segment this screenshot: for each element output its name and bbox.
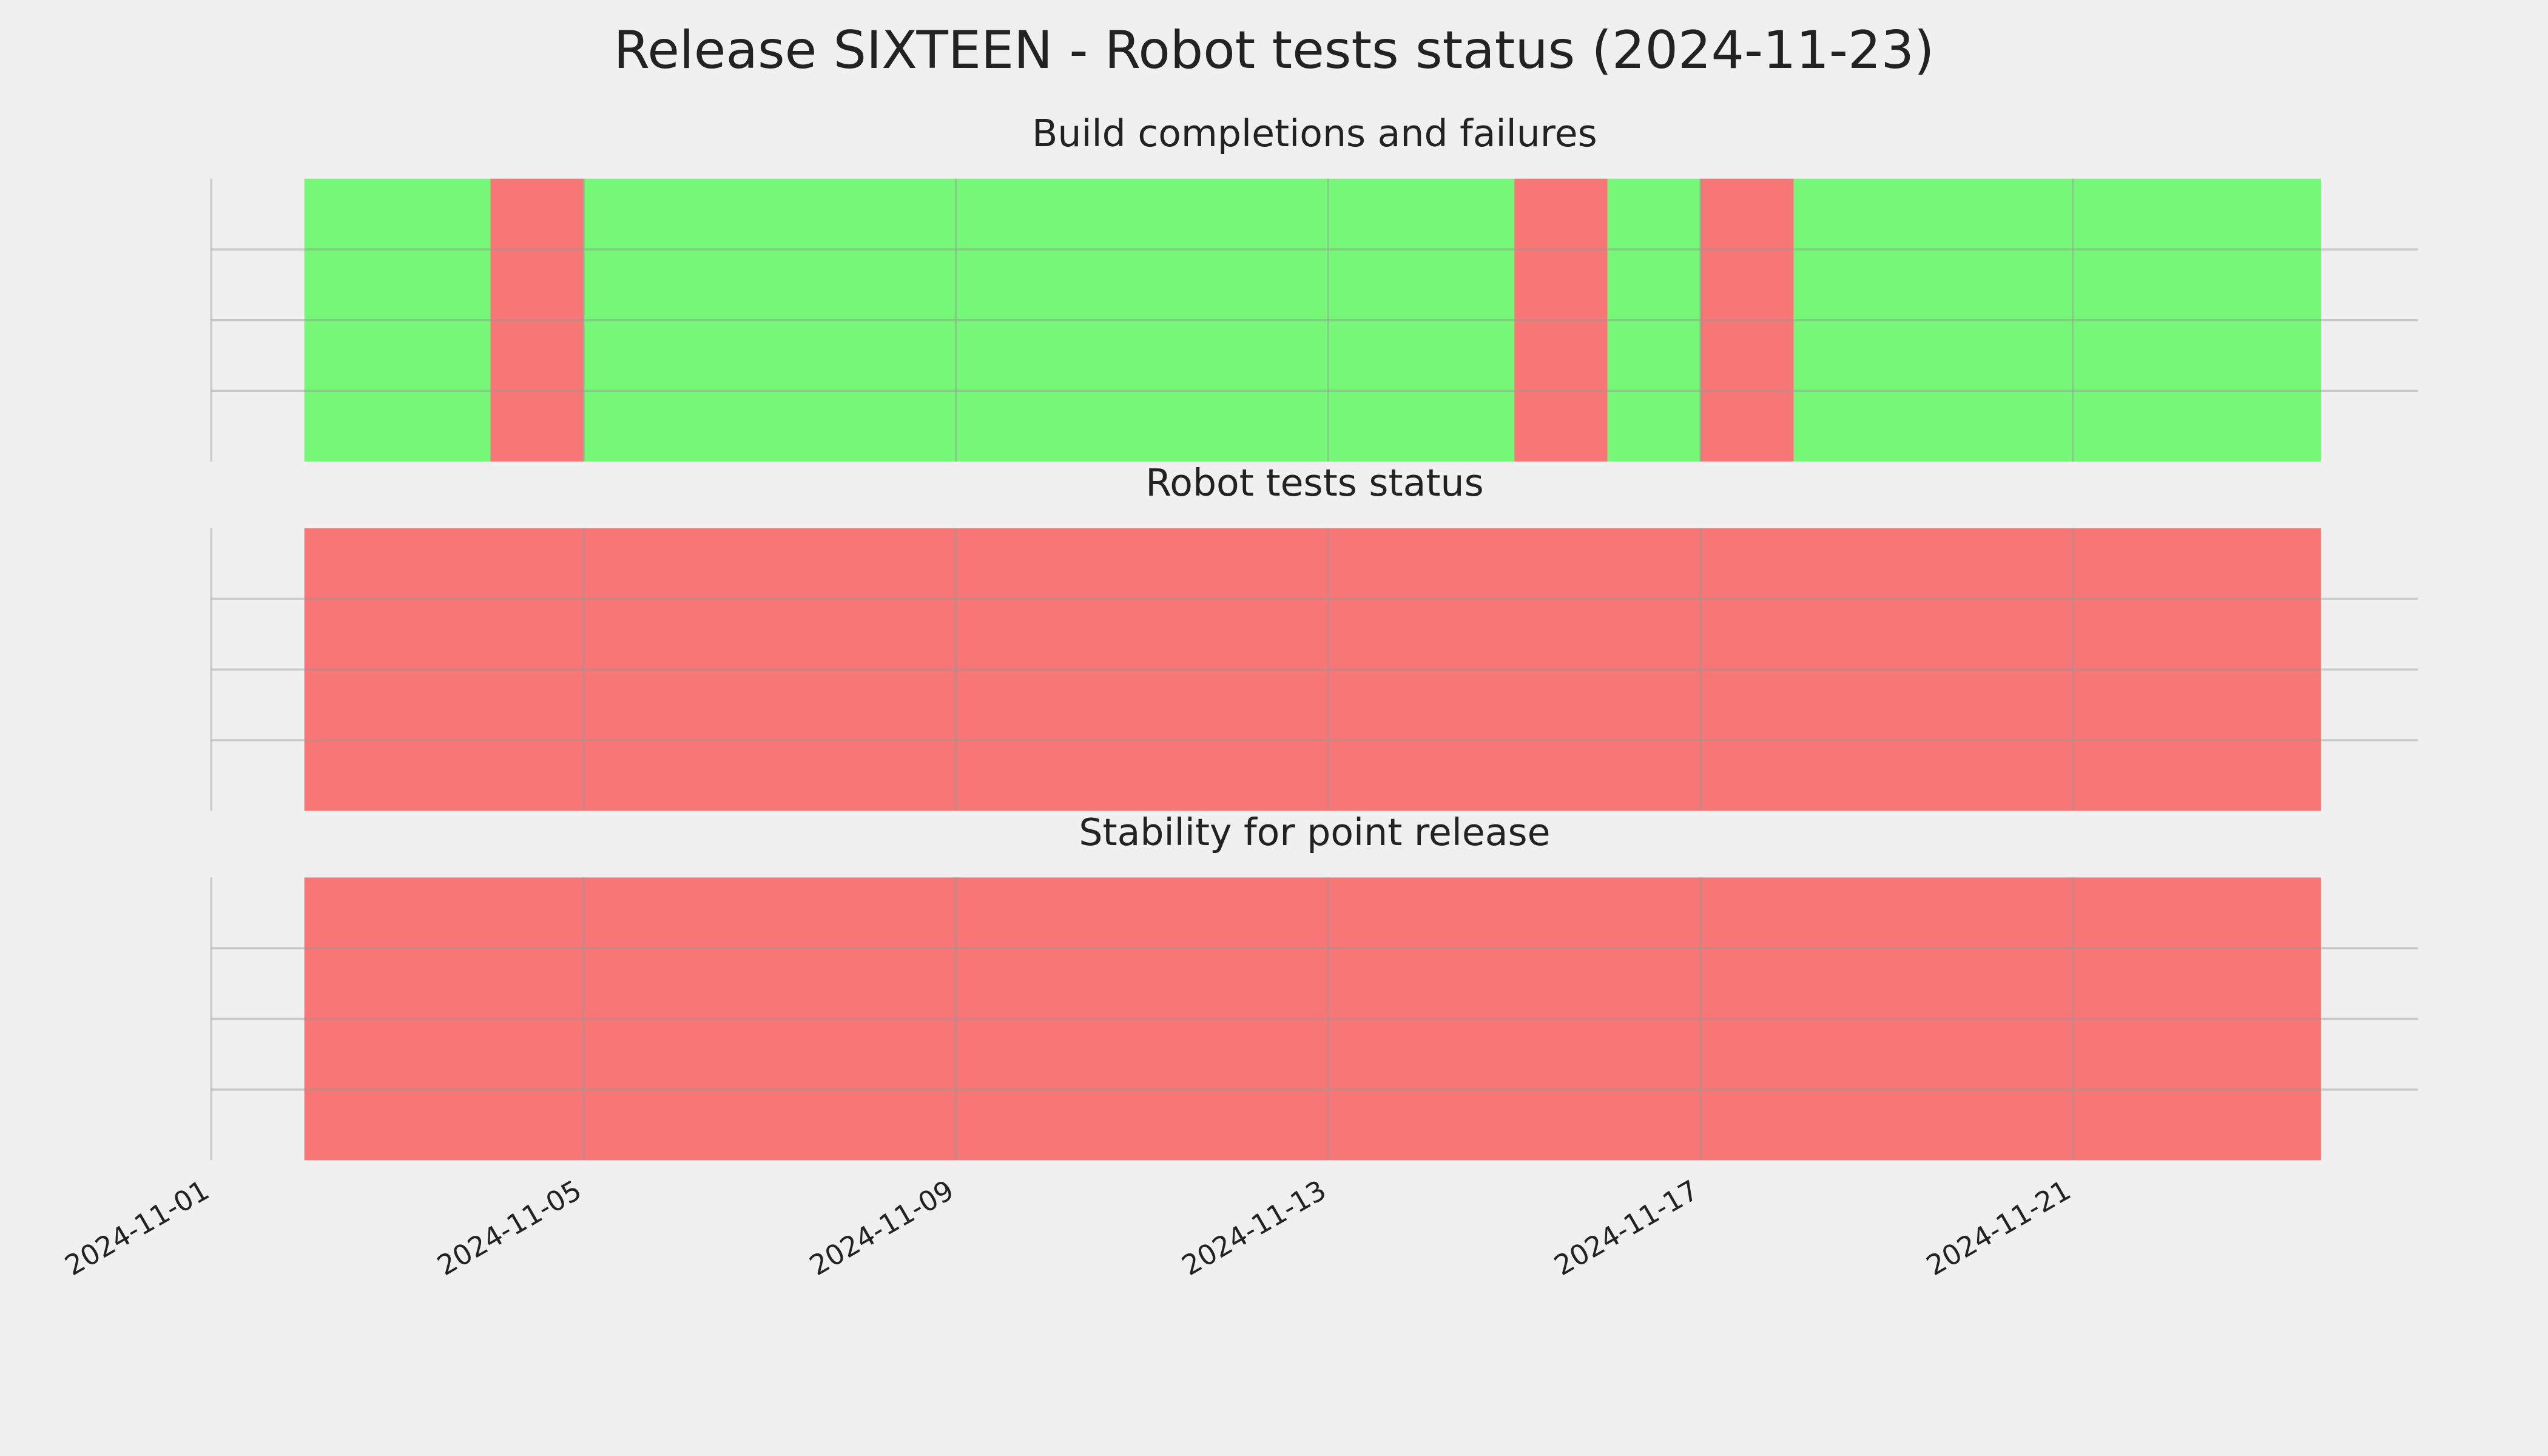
- status-band: [583, 178, 1515, 462]
- subplot-title: Stability for point release: [1079, 811, 1550, 854]
- status-band: [304, 877, 2321, 1161]
- status-band: [1514, 178, 1608, 462]
- status-band: [1700, 178, 1794, 462]
- status-band: [304, 528, 2321, 811]
- subplot-title: Robot tests status: [1145, 461, 1483, 505]
- status-band: [1793, 178, 2321, 462]
- subplot-title: Build completions and failures: [1032, 112, 1597, 155]
- status-band: [304, 178, 491, 462]
- status-band: [490, 178, 584, 462]
- status-band: [1607, 178, 1701, 462]
- chart-title: Release SIXTEEN - Robot tests status (20…: [614, 20, 1935, 81]
